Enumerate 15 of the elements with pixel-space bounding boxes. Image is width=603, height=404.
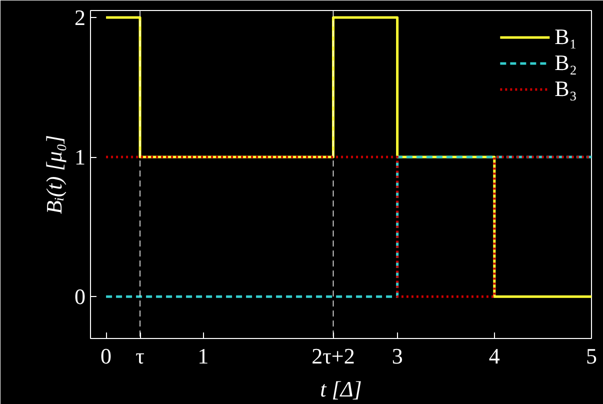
x-tick-label: 0: [100, 344, 112, 368]
legend-label: B₁: [554, 24, 577, 50]
x-tick-label: 2τ+2: [312, 344, 355, 368]
x-tick-label: τ: [136, 344, 145, 368]
y-tick-label: 0: [74, 284, 86, 310]
y-axis-title: Bᵢ(t) [μ₀]: [42, 135, 66, 214]
x-tick-label: 3: [392, 344, 403, 368]
x-tick-label: 4: [488, 344, 500, 368]
y-tick-label: 2: [74, 4, 86, 30]
x-axis-title: t [Δ]: [320, 376, 362, 402]
legend-label: B₃: [554, 76, 577, 102]
y-tick-label: 1: [74, 144, 86, 170]
legend-label: B₂: [554, 50, 577, 76]
x-tick-label: 1: [198, 344, 209, 368]
x-tick-label: 5: [586, 344, 597, 368]
